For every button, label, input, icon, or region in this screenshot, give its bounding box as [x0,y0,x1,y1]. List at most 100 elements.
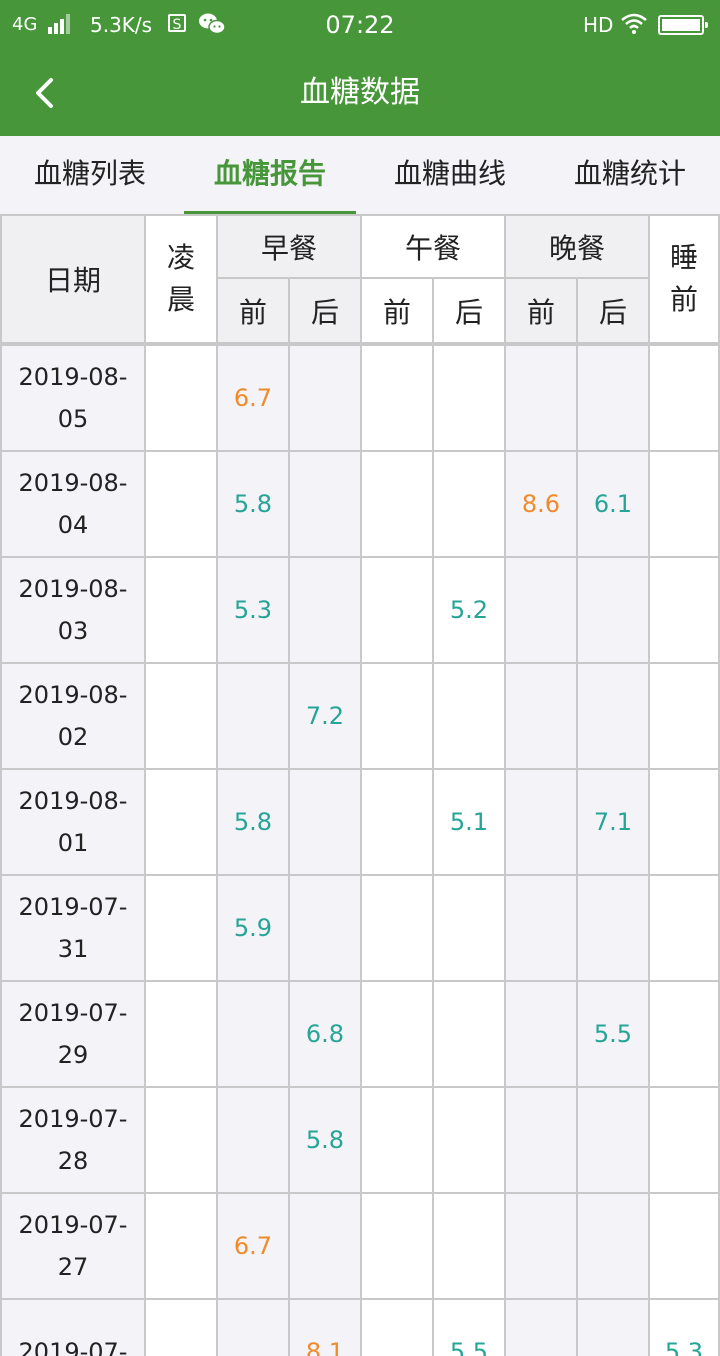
cell-dinner-after [578,876,650,982]
cell-dinner-before [506,346,578,452]
chevron-left-icon [36,78,53,108]
hd-indicator: HD [583,13,614,37]
back-button[interactable] [24,70,70,116]
header-bedtime: 睡前 [650,214,720,344]
page-title: 血糖数据 [300,75,420,110]
header-dinner-after: 后 [578,279,650,344]
row-date-text: 2019-08-03 [18,575,128,645]
cell-lunch-after [434,876,506,982]
cell-lunch-after: 5.5 [434,1300,506,1356]
cell-bedtime [650,346,720,452]
header-dinner-before: 前 [506,279,578,344]
cell-breakfast-after: 7.2 [290,664,362,770]
cell-dinner-before [506,770,578,876]
row-date-text: 2019-08-02 [18,681,128,751]
cell-dinner-after [578,346,650,452]
row-date-text: 2019-07-28 [18,1105,128,1175]
cell-early-morning [146,982,218,1088]
network-type: 4G [12,14,38,35]
cell-lunch-before [362,876,434,982]
row-date: 2019-07-29 [0,982,146,1088]
cell-breakfast-before [218,1088,290,1194]
cell-early-morning [146,558,218,664]
cell-bedtime [650,1194,720,1300]
row-date-text: 2019-07-31 [18,893,128,963]
cell-breakfast-after [290,770,362,876]
cell-dinner-before [506,982,578,1088]
cell-lunch-before [362,1194,434,1300]
cell-bedtime [650,1088,720,1194]
cell-dinner-after [578,1300,650,1356]
header-breakfast-before: 前 [218,279,290,344]
cell-early-morning [146,452,218,558]
cell-early-morning [146,1088,218,1194]
cell-dinner-before [506,558,578,664]
tab-blood-sugar-curve[interactable]: 血糖曲线 [393,157,506,190]
cell-lunch-after [434,982,506,1088]
header-lunch-before: 前 [362,279,434,344]
cell-dinner-before [506,1194,578,1300]
header-divider [0,344,720,346]
cell-breakfast-before: 6.7 [218,1194,290,1300]
cell-breakfast-before: 5.9 [218,876,290,982]
cell-lunch-after [434,346,506,452]
row-date-text: 2019-08-01 [18,787,128,857]
cell-lunch-before [362,770,434,876]
cell-lunch-before [362,664,434,770]
cell-breakfast-before [218,1300,290,1356]
cell-early-morning [146,770,218,876]
cell-bedtime [650,558,720,664]
tab-blood-sugar-statistics[interactable]: 血糖统计 [573,157,686,190]
row-date: 2019-08-01 [0,770,146,876]
cell-lunch-after: 5.1 [434,770,506,876]
cell-breakfast-before: 5.3 [218,558,290,664]
cell-lunch-before [362,452,434,558]
signal-icon [48,14,74,34]
row-date-text: 2019-07- [18,1338,128,1356]
cell-bedtime [650,982,720,1088]
row-date: 2019-08-02 [0,664,146,770]
status-bar: 4G 5.3K/s S 07:22 HD [0,0,720,50]
cell-dinner-after [578,558,650,664]
cell-lunch-after [434,1194,506,1300]
cell-dinner-after [578,1194,650,1300]
header-dinner: 晚餐 [506,214,650,279]
wifi-icon [621,13,647,34]
cell-lunch-after [434,1088,506,1194]
cell-breakfast-after [290,1194,362,1300]
cell-lunch-before [362,1300,434,1356]
row-date: 2019-08-05 [0,346,146,452]
cell-early-morning [146,876,218,982]
row-date-text: 2019-07-29 [18,999,128,1069]
tab-blood-sugar-list[interactable]: 血糖列表 [33,157,146,190]
cell-dinner-before [506,876,578,982]
tab-bar: 血糖列表 血糖报告 血糖曲线 血糖统计 [0,136,720,214]
cell-lunch-before [362,558,434,664]
cell-lunch-before [362,346,434,452]
cell-dinner-after: 5.5 [578,982,650,1088]
cell-dinner-before [506,664,578,770]
s-badge-icon: S [168,14,186,33]
row-date: 2019-07-31 [0,876,146,982]
cell-lunch-after: 5.2 [434,558,506,664]
cell-breakfast-after [290,452,362,558]
cell-early-morning [146,1300,218,1356]
header-lunch: 午餐 [362,214,506,279]
cell-bedtime: 5.3 [650,1300,720,1356]
cell-early-morning [146,664,218,770]
cell-dinner-after [578,1088,650,1194]
cell-breakfast-after: 5.8 [290,1088,362,1194]
cell-lunch-before [362,982,434,1088]
cell-lunch-before [362,1088,434,1194]
header-breakfast: 早餐 [218,214,362,279]
cell-bedtime [650,452,720,558]
tab-blood-sugar-report[interactable]: 血糖报告 [213,157,326,190]
row-date: 2019-07- [0,1300,146,1356]
cell-breakfast-before: 5.8 [218,452,290,558]
cell-breakfast-after [290,558,362,664]
header-breakfast-after: 后 [290,279,362,344]
app-bar: 血糖数据 [0,50,720,136]
cell-early-morning [146,346,218,452]
cell-early-morning [146,1194,218,1300]
cell-dinner-before: 8.6 [506,452,578,558]
